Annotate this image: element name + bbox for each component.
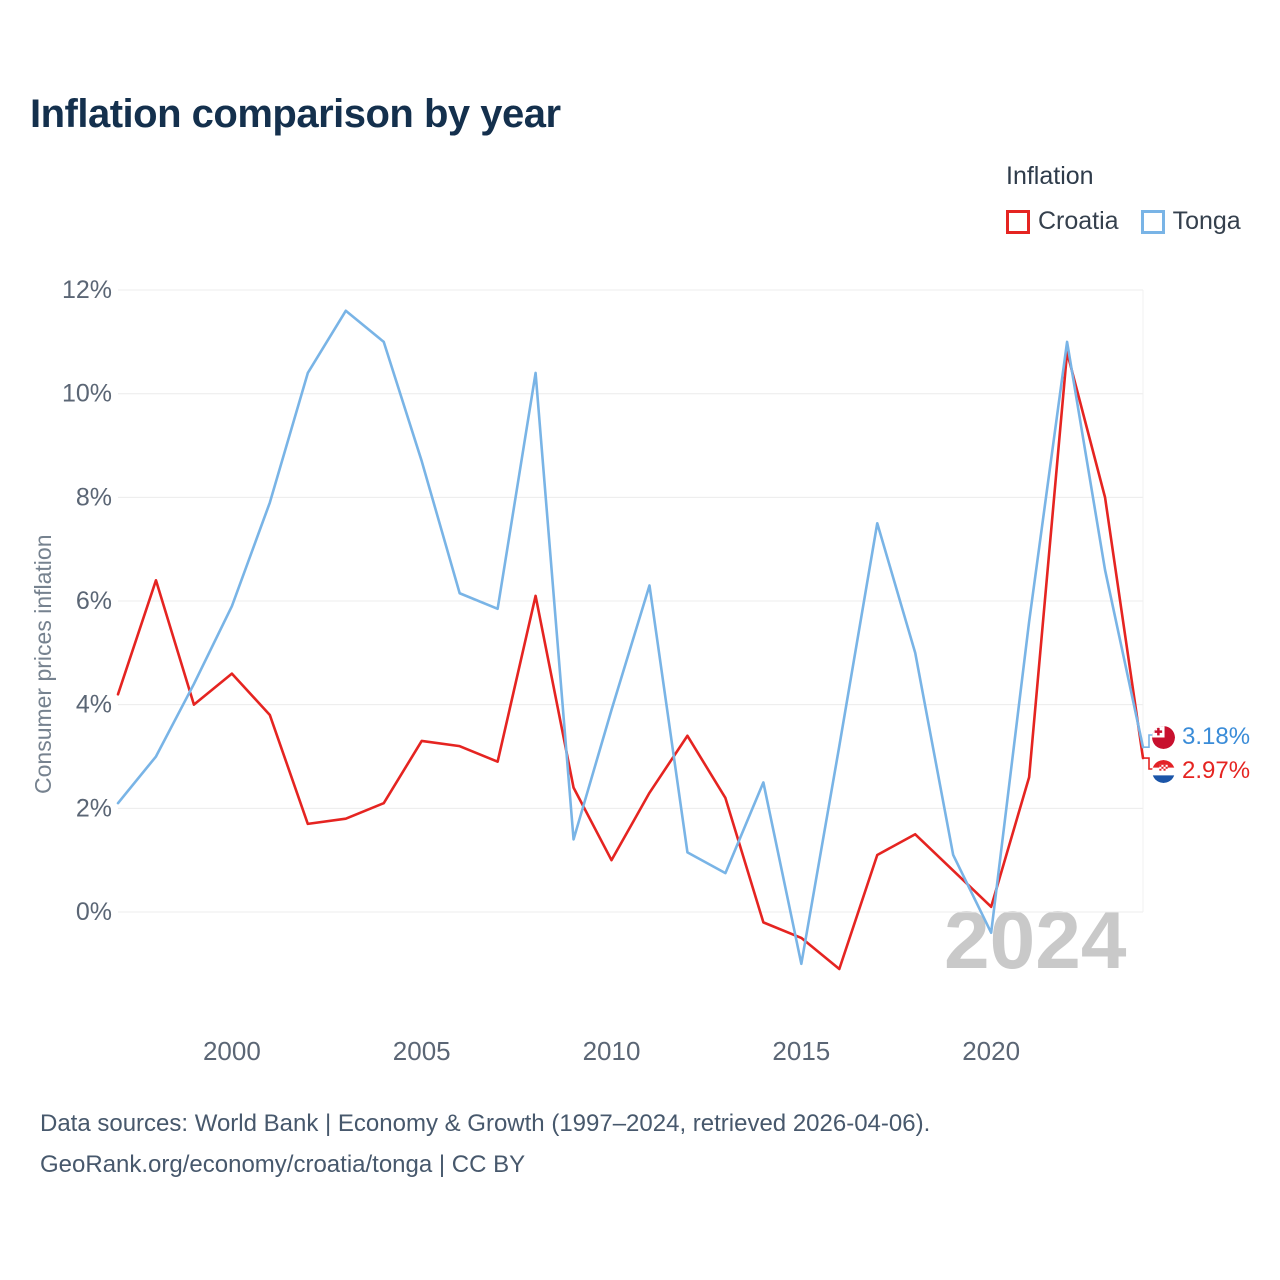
legend-items: Croatia Tonga bbox=[1006, 207, 1241, 236]
tonga-swatch-icon bbox=[1140, 209, 1165, 234]
legend-label-croatia: Croatia bbox=[1038, 207, 1119, 235]
legend-title: Inflation bbox=[1006, 162, 1094, 190]
watermark-year: 2024 bbox=[944, 895, 1127, 986]
footer-attribution: GeoRank.org/economy/croatia/tonga | CC B… bbox=[40, 1150, 526, 1178]
croatia-end-label: 2.97% bbox=[1152, 757, 1250, 785]
tonga-end-label: 3.18% bbox=[1152, 723, 1250, 751]
svg-text:6%: 6% bbox=[76, 587, 112, 615]
svg-text:0%: 0% bbox=[76, 898, 112, 926]
svg-text:8%: 8% bbox=[76, 483, 112, 511]
croatia-swatch-icon bbox=[1006, 209, 1030, 234]
svg-text:2015: 2015 bbox=[772, 1036, 830, 1066]
footer-sources: Data sources: World Bank | Economy & Gro… bbox=[40, 1110, 931, 1137]
tonga-flag-icon bbox=[1152, 725, 1175, 749]
svg-text:12%: 12% bbox=[62, 276, 112, 304]
svg-text:10%: 10% bbox=[62, 380, 112, 408]
footer: Data sources: World Bank | Economy & Gro… bbox=[40, 1104, 930, 1186]
croatia-flag-icon bbox=[1152, 759, 1175, 783]
legend-item-tonga[interactable]: Tonga bbox=[1140, 207, 1241, 236]
page-title: Inflation comparison by year bbox=[30, 92, 561, 136]
svg-text:4%: 4% bbox=[76, 691, 112, 719]
svg-text:2005: 2005 bbox=[393, 1036, 451, 1066]
legend: Inflation Croatia Tonga bbox=[1006, 162, 1241, 236]
tonga-end-value: 3.18% bbox=[1182, 723, 1251, 750]
legend-item-croatia[interactable]: Croatia bbox=[1006, 207, 1119, 236]
croatia-end-value: 2.97% bbox=[1182, 757, 1251, 784]
svg-text:2%: 2% bbox=[76, 794, 112, 822]
svg-text:2020: 2020 bbox=[962, 1036, 1020, 1066]
svg-text:2010: 2010 bbox=[583, 1036, 641, 1066]
legend-label-tonga: Tonga bbox=[1172, 207, 1241, 235]
svg-text:2000: 2000 bbox=[203, 1036, 261, 1066]
